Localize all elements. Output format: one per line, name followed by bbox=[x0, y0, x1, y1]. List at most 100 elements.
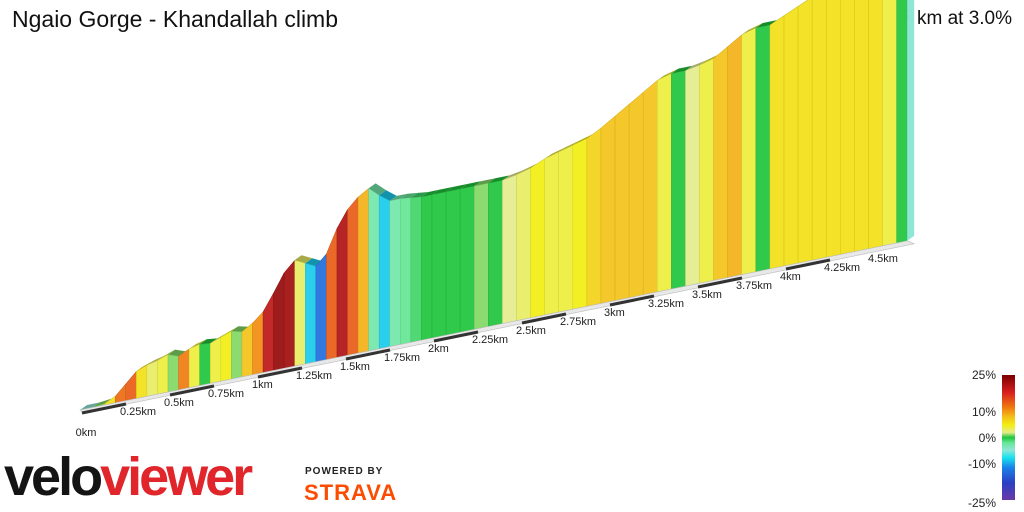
profile-segment bbox=[558, 145, 573, 313]
x-tick-label: 4.5km bbox=[868, 253, 898, 265]
profile-segment bbox=[125, 370, 137, 401]
profile-segment bbox=[628, 91, 644, 298]
profile-segment bbox=[685, 64, 700, 287]
profile-segment bbox=[826, 0, 841, 258]
logo-viewer: viewer bbox=[100, 447, 253, 507]
x-tick-label: 0.75km bbox=[208, 388, 244, 400]
profile-segment-top bbox=[741, 22, 763, 35]
profile-segment-top bbox=[460, 181, 482, 190]
profile-segment-top bbox=[157, 349, 175, 361]
profile-ribbon bbox=[79, 0, 915, 411]
profile-segment-top bbox=[231, 326, 249, 332]
profile-segment-top bbox=[80, 402, 100, 410]
profile-segment bbox=[530, 158, 545, 319]
profile-segment-top bbox=[210, 332, 228, 344]
veloviewer-logo: veloviewer bbox=[4, 447, 253, 507]
profile-segment bbox=[544, 151, 559, 316]
profile-end-cap bbox=[907, 0, 915, 241]
profile-segment bbox=[167, 354, 179, 393]
profile-segment-top bbox=[558, 140, 580, 153]
profile-segment bbox=[368, 188, 380, 352]
profile-segment bbox=[797, 0, 813, 264]
profile-segment bbox=[326, 228, 338, 360]
profile-segment bbox=[882, 0, 897, 247]
profile-segment-top bbox=[446, 184, 468, 192]
profile-segment-top bbox=[421, 189, 439, 197]
profile-segment bbox=[474, 183, 489, 330]
x-tick-label: 3.5km bbox=[692, 289, 722, 301]
profile-segment bbox=[488, 180, 503, 327]
profile-segment bbox=[273, 272, 285, 371]
profile-segment-top bbox=[432, 186, 454, 195]
distance-scale-segment bbox=[169, 384, 215, 397]
profile-segment bbox=[572, 138, 588, 310]
profile-segment bbox=[643, 79, 658, 296]
profile-segment bbox=[283, 259, 295, 369]
profile-segment bbox=[713, 46, 728, 281]
profile-segment bbox=[231, 331, 243, 380]
x-tick-label: 1km bbox=[252, 379, 273, 391]
profile-segment bbox=[220, 330, 232, 382]
x-tick-label: 3km bbox=[604, 307, 625, 319]
profile-segment bbox=[868, 0, 883, 249]
profile-segment-top bbox=[199, 338, 218, 345]
profile-segment bbox=[445, 188, 461, 336]
profile-segment bbox=[146, 360, 158, 397]
x-tick-label: 2.25km bbox=[472, 334, 508, 346]
profile-segment bbox=[671, 70, 686, 290]
profile-segment bbox=[357, 187, 369, 354]
legend-color-bar bbox=[1002, 375, 1015, 500]
distance-scale-segment bbox=[697, 276, 743, 289]
profile-segment-top bbox=[146, 355, 165, 366]
profile-segment bbox=[315, 253, 327, 363]
x-tick-label: 2.75km bbox=[560, 316, 596, 328]
logo-velo: velo bbox=[4, 447, 103, 507]
distance-scale-segment bbox=[609, 294, 655, 307]
profile-segment-top bbox=[389, 193, 408, 201]
profile-segment bbox=[431, 191, 447, 339]
profile-segment-top bbox=[755, 20, 777, 28]
profile-segment bbox=[336, 208, 348, 358]
x-tick-label: 2.5km bbox=[516, 325, 546, 337]
profile-segment bbox=[305, 263, 317, 365]
profile-segment bbox=[811, 0, 827, 261]
profile-segment-top bbox=[685, 60, 707, 71]
distance-scale-segment bbox=[785, 258, 831, 271]
profile-segment bbox=[157, 354, 169, 395]
profile-segment bbox=[199, 343, 211, 386]
profile-segment bbox=[210, 336, 222, 384]
profile-segment-top bbox=[488, 175, 510, 184]
profile-segment bbox=[262, 292, 274, 373]
profile-segment bbox=[241, 322, 253, 378]
gradient-legend: 25% 10% 0% -10% -25% bbox=[968, 368, 1015, 510]
legend-label-25: 25% bbox=[972, 368, 996, 382]
profile-segment-top bbox=[699, 53, 721, 66]
distance-scale-segment bbox=[433, 330, 479, 343]
x-tick-label: 2km bbox=[428, 343, 449, 355]
legend-label-10: 10% bbox=[972, 405, 996, 419]
profile-segment-top bbox=[572, 133, 594, 146]
distance-scale-segment bbox=[257, 366, 303, 379]
profile-segment-top bbox=[92, 398, 112, 408]
profile-segment-top bbox=[168, 349, 186, 357]
profile-segment bbox=[114, 383, 126, 404]
profile-segment-top bbox=[368, 183, 387, 196]
profile-segment bbox=[459, 185, 475, 333]
x-tick-label: 1.25km bbox=[296, 370, 332, 382]
profile-segment-top bbox=[410, 191, 429, 198]
profile-segment bbox=[400, 197, 412, 345]
profile-segment-top bbox=[136, 360, 154, 372]
profile-segment bbox=[188, 343, 200, 388]
profile-segment bbox=[657, 73, 672, 293]
profile-segment bbox=[516, 167, 531, 321]
profile-segment-top bbox=[400, 192, 418, 199]
x-tick-label: 0.25km bbox=[120, 406, 156, 418]
profile-segment bbox=[614, 103, 630, 301]
legend-label-neg10: -10% bbox=[968, 457, 996, 471]
profile-segment bbox=[379, 194, 390, 350]
profile-segment bbox=[502, 174, 517, 324]
distance-scale-segment bbox=[81, 402, 127, 415]
legend-label-0: 0% bbox=[979, 431, 997, 445]
profile-segment bbox=[600, 115, 616, 304]
